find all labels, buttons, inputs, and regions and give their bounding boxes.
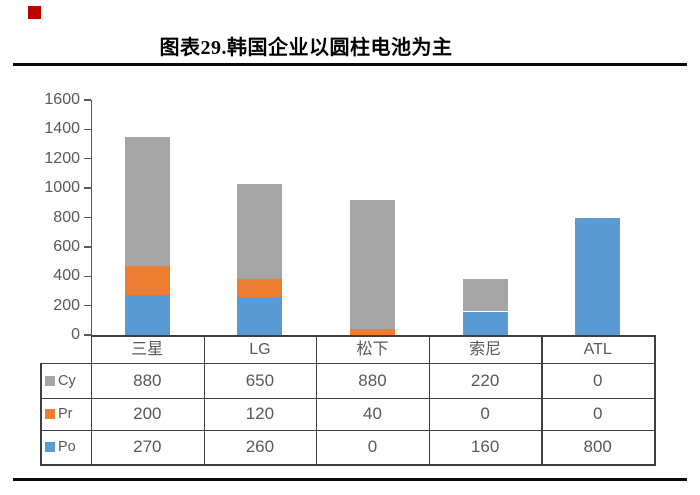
y-axis-label: 1200 [44, 149, 80, 167]
table-category-label: 三星 [131, 341, 164, 358]
legend-key-Cy: Cy [45, 373, 90, 389]
y-axis-tick [84, 304, 91, 307]
y-axis-tick [84, 158, 91, 160]
table-row-border [40, 363, 656, 365]
table-column-border [203, 335, 205, 464]
y-axis-tick [84, 128, 91, 131]
table-value-cell: 120 [245, 404, 275, 423]
table-value-cell: 270 [133, 437, 162, 456]
table-category-label: 松下 [356, 341, 389, 358]
table-row-border [40, 398, 656, 400]
chart-title: 图表29.韩国企业以圆柱电池为主 [159, 37, 453, 59]
y-axis-label: 1000 [44, 179, 80, 197]
table-column-border [541, 335, 543, 464]
bar-segment-Po-LG [237, 296, 283, 335]
y-axis-label: 800 [53, 208, 80, 226]
legend-swatch-Po [45, 442, 55, 452]
y-axis-tick [84, 246, 91, 248]
bar-segment-Cy-松下 [350, 199, 395, 330]
y-axis-label: 0 [71, 326, 80, 343]
table-value-cell: 160 [470, 437, 500, 456]
bar-segment-Po-索尼 [462, 311, 508, 335]
legend-swatch-Cy [45, 375, 55, 386]
table-column-border [316, 335, 318, 464]
y-axis-tick [84, 187, 91, 189]
bottom-divider-rule [13, 478, 687, 481]
table-value-cell: 200 [133, 404, 162, 423]
legend-swatch-Pr [45, 409, 55, 419]
legend-label: Cy [58, 372, 76, 389]
table-top-border [91, 335, 656, 337]
table-value-cell: 0 [592, 404, 603, 423]
table-value-cell: 0 [592, 370, 603, 390]
table-legend-divider [91, 335, 93, 464]
table-value-cell: 800 [583, 437, 612, 456]
title-divider-rule [13, 63, 687, 66]
legend-key-Po: Po [45, 439, 90, 455]
table-bottom-border [40, 464, 656, 466]
bar-segment-Po-ATL [575, 217, 621, 335]
table-value-cell: 40 [363, 404, 382, 423]
y-axis-label: 600 [53, 237, 80, 255]
table-category-label: ATL [583, 341, 612, 358]
table-value-cell: 260 [245, 437, 275, 456]
bar-segment-Cy-LG [237, 183, 283, 280]
y-axis-line [91, 100, 93, 335]
table-value-cell: 220 [470, 370, 500, 390]
y-axis-label: 1600 [44, 91, 80, 108]
y-axis-label: 1400 [44, 120, 80, 138]
bar-segment-Pr-LG [237, 279, 283, 297]
bar-segment-Cy-三星 [124, 136, 170, 266]
y-axis-label: 400 [53, 267, 80, 285]
y-axis-tick [84, 275, 91, 277]
table-value-cell: 650 [245, 370, 275, 390]
y-axis-tick [84, 216, 91, 219]
bar-segment-Pr-松下 [350, 329, 395, 335]
bar-segment-Po-三星 [124, 295, 170, 335]
table-row-border [40, 430, 656, 432]
table-value-cell: 0 [480, 404, 490, 423]
legend-label: Pr [58, 406, 73, 422]
table-category-label: LG [249, 341, 271, 358]
y-axis-tick [84, 99, 91, 101]
legend-key-Pr: Pr [45, 406, 90, 422]
bar-segment-Pr-三星 [124, 266, 170, 296]
table-value-cell: 880 [133, 370, 162, 390]
table-left-border [40, 363, 42, 464]
y-axis-label: 200 [53, 296, 80, 314]
legend-label: Po [58, 439, 76, 455]
table-column-border [428, 335, 431, 464]
table-category-label: 索尼 [469, 341, 502, 358]
bar-segment-Cy-索尼 [462, 279, 508, 312]
table-value-cell: 0 [367, 437, 378, 456]
table-value-cell: 880 [358, 370, 387, 390]
table-right-border [654, 335, 656, 466]
report-red-marker [28, 6, 41, 19]
y-axis-tick [84, 334, 91, 336]
